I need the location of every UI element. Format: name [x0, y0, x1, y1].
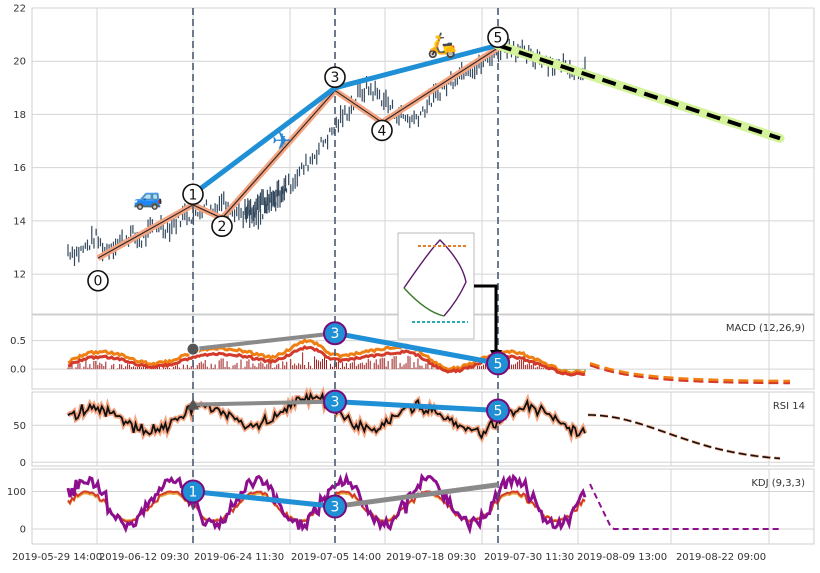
inset-sketch-line: [403, 287, 445, 317]
x-tick-label: 2019-07-30 11:30: [484, 552, 574, 563]
rsi-divergence-blue: [334, 399, 499, 413]
wave-marker-circle: [87, 269, 109, 292]
wave-marker-circle: [324, 66, 346, 88]
forecast-dashed-line: [497, 43, 781, 141]
price-ytick: 12: [13, 270, 26, 281]
wave-marker-label: 4: [378, 123, 387, 139]
wave-marker-label: 5: [494, 30, 503, 46]
price-ytick: 22: [13, 4, 26, 15]
macd-ytick: 0.5: [10, 336, 26, 347]
macd-forecast: [589, 361, 791, 383]
x-tick-label: 2019-07-05 14:00: [291, 552, 381, 563]
rsi-marker-label: 3: [331, 395, 340, 411]
rsi-panel: [31, 391, 815, 467]
macd-marker-circle: [323, 321, 347, 346]
macd-divergence-blue: [334, 330, 499, 366]
rsi-divergence-gray: [192, 399, 336, 407]
macd-divergence-gray: [192, 331, 336, 352]
x-tick-label: 2019-06-24 11:30: [194, 552, 284, 563]
rsi-marker-label: 5: [494, 404, 503, 420]
inset-arrow: [474, 284, 498, 354]
kdj-label: KDJ (9,3,3): [751, 478, 805, 489]
kdj-marker-label: 3: [331, 500, 340, 516]
x-tick-label: 2019-08-22 09:00: [676, 552, 766, 563]
macd-marker-label: 3: [331, 326, 340, 342]
wave-channel-line: [97, 47, 499, 259]
kdj-marker-circle: [181, 479, 205, 504]
rsi-ytick: 0: [20, 458, 26, 469]
rsi-label: RSI 14: [773, 401, 805, 412]
kdj-ytick: 0: [20, 525, 26, 536]
x-tick-label: 2019-07-18 09:30: [386, 552, 476, 563]
kdj-ytick: 100: [7, 487, 26, 498]
emoji-decoration: 🚙: [133, 183, 163, 211]
macd-marker-label: 5: [494, 356, 503, 372]
macd-marker-circle: [486, 351, 510, 376]
emoji-decoration: ✈: [272, 127, 292, 155]
wave-vertical-lines: [192, 8, 499, 544]
kdj-forecast: [589, 483, 782, 530]
wave-marker-label: 1: [189, 187, 198, 203]
rsi-marker-triangle: [187, 398, 199, 410]
price-ytick: 20: [13, 57, 26, 68]
x-tick-label: 2019-06-12 09:30: [99, 552, 189, 563]
wave-marker-label: 0: [94, 274, 103, 290]
wave-marker-circle: [211, 215, 233, 237]
wave-marker-label: 3: [331, 70, 340, 86]
rsi-forecast-line: [587, 414, 781, 460]
macd-forecast-2: [589, 364, 791, 385]
wave-marker-circle: [182, 183, 204, 206]
rsi-ytick: 50: [13, 421, 26, 432]
kdj-divergence-blue: [192, 489, 336, 509]
inset-box: [397, 232, 475, 340]
kdj-divergence-gray: [334, 482, 499, 509]
price-ytick: 18: [13, 110, 26, 121]
inset-sketch-line: [403, 239, 467, 317]
wave-marker-circle: [371, 119, 393, 142]
price-ytick: 16: [13, 163, 26, 174]
rsi-marker-circle: [486, 398, 510, 423]
rsi-marker-circle: [323, 389, 347, 414]
wave-marker-label: 2: [218, 219, 227, 235]
kdj-marker-label: 1: [189, 485, 198, 501]
macd-marker-dot: [186, 342, 200, 356]
x-tick-label: 2019-08-09 13:00: [577, 552, 667, 563]
emoji-decoration: 🛵: [427, 31, 457, 59]
overlay-annotations: 0 1 2 3 4 5 🚙 ✈ 🛵 3 5 3 5 1 3: [87, 26, 785, 519]
x-tick-label: 2019-05-29 14:00: [12, 552, 102, 563]
macd-label: MACD (12,26,9): [726, 323, 805, 334]
price-ytick: 14: [13, 216, 26, 227]
kdj-marker-circle: [323, 494, 347, 519]
kdj-panel: [31, 468, 815, 545]
wave-marker-circle: [487, 26, 509, 49]
macd-ytick: 0.0: [10, 365, 26, 376]
